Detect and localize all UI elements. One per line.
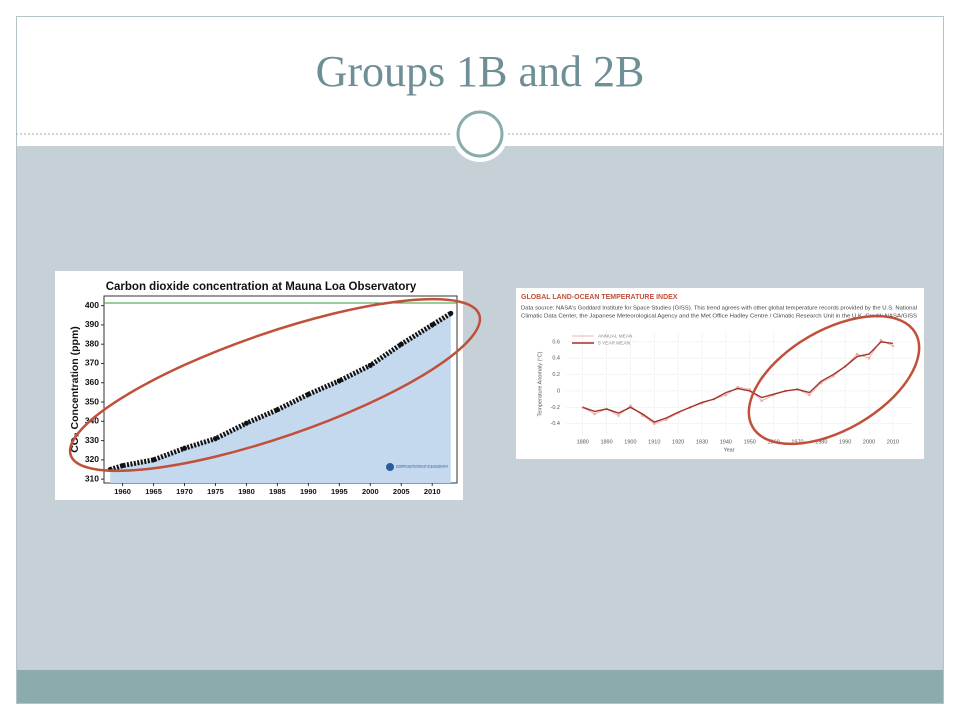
x-tick-label: 1980 (238, 487, 255, 496)
y-axis-label: Temperature Anomaly (°C) (537, 351, 543, 416)
image-background (516, 288, 924, 459)
logo-mark (386, 463, 394, 471)
x-tick-label: 1940 (720, 439, 732, 445)
series-point (808, 393, 811, 397)
chart-title: Carbon dioxide concentration at Mauna Lo… (106, 281, 417, 293)
y-tick-label: 390 (85, 319, 99, 329)
x-tick-label: 1985 (269, 487, 286, 496)
co2-point (120, 463, 126, 469)
x-tick-label: 1980 (815, 439, 827, 445)
x-tick-label: 1930 (696, 439, 708, 445)
x-tick-label: 2010 (424, 487, 441, 496)
slide-title: Groups 1B and 2B (316, 47, 645, 96)
y-axis-label: CO₂ Concentration (ppm) (69, 326, 81, 453)
x-tick-label: 1890 (600, 439, 612, 445)
co2-point (429, 322, 435, 328)
x-axis-label: Year (723, 447, 734, 453)
highlight-ellipse (68, 297, 482, 473)
co2-chart-image: Carbon dioxide concentration at Mauna Lo… (55, 271, 463, 500)
series-point (593, 412, 596, 416)
y-tick-label: 310 (85, 473, 99, 483)
x-tick-label: 1920 (672, 439, 684, 445)
x-tick-label: 2010 (887, 439, 899, 445)
co2-point (274, 407, 280, 413)
y-tick-label: 320 (85, 454, 99, 464)
co2-point (212, 436, 218, 442)
x-tick-label: 1995 (331, 487, 348, 496)
divider-ring (456, 110, 504, 158)
series-point (760, 399, 763, 403)
x-tick-label: 1990 (300, 487, 317, 496)
legend-label: 5 YEAR MEAN (598, 340, 631, 346)
footer-band (16, 670, 944, 704)
highlight-ellipse (747, 314, 921, 446)
series-point (891, 344, 895, 348)
co2-point (182, 445, 188, 451)
co2-point (243, 420, 249, 426)
y-tick-label: 0.6 (552, 339, 560, 345)
x-tick-label: 1960 (114, 487, 131, 496)
x-tick-label: 1975 (207, 487, 224, 496)
co2-area (110, 313, 451, 483)
chart-title: GLOBAL LAND-OCEAN TEMPERATURE INDEX (521, 294, 678, 301)
source-note: Climatic Data Center, the Japanese Meteo… (521, 313, 918, 319)
co2-point (336, 378, 342, 384)
co2-point (305, 391, 311, 397)
x-tick-label: 2005 (393, 487, 410, 496)
co2-point (151, 457, 157, 463)
x-tick-label: 1965 (145, 487, 162, 496)
co2-point (448, 310, 454, 316)
y-tick-label: 400 (85, 300, 99, 310)
temperature-chart-image: GLOBAL LAND-OCEAN TEMPERATURE INDEX Data … (516, 288, 924, 459)
y-tick-label: 360 (85, 377, 99, 387)
y-tick-label: 330 (85, 435, 99, 445)
y-tick-label: 350 (85, 396, 99, 406)
series-point (855, 352, 859, 356)
y-tick-label: -0.2 (551, 405, 560, 411)
co2-point (398, 341, 404, 347)
y-tick-label: 380 (85, 338, 99, 348)
slide-frame (16, 16, 944, 704)
legend-label: ANNUAL MEAN (598, 333, 633, 339)
x-tick-label: 1990 (839, 439, 851, 445)
y-tick-label: 0.4 (552, 356, 560, 362)
series-line (582, 341, 894, 423)
series-point (617, 414, 620, 417)
x-tick-label: 1900 (624, 439, 636, 445)
y-tick-label: 0.2 (552, 372, 560, 378)
y-tick-label: 370 (85, 358, 99, 368)
x-tick-label: 1910 (648, 439, 660, 445)
co2-point (367, 362, 373, 368)
series-point (724, 393, 728, 397)
source-note: Data source: NASA's Goddard Institute fo… (521, 305, 917, 311)
y-tick-label: 0 (557, 388, 560, 394)
x-tick-label: 1970 (176, 487, 193, 496)
x-tick-label: 2000 (863, 439, 875, 445)
x-tick-label: 1950 (744, 439, 756, 445)
x-tick-label: 1880 (577, 439, 589, 445)
credit: SCRIPPS INSTITUTION OF OCEANOGRAPHY (396, 464, 448, 469)
x-tick-label: 2000 (362, 487, 379, 496)
y-tick-label: -0.4 (551, 421, 560, 427)
series-point (867, 356, 871, 360)
